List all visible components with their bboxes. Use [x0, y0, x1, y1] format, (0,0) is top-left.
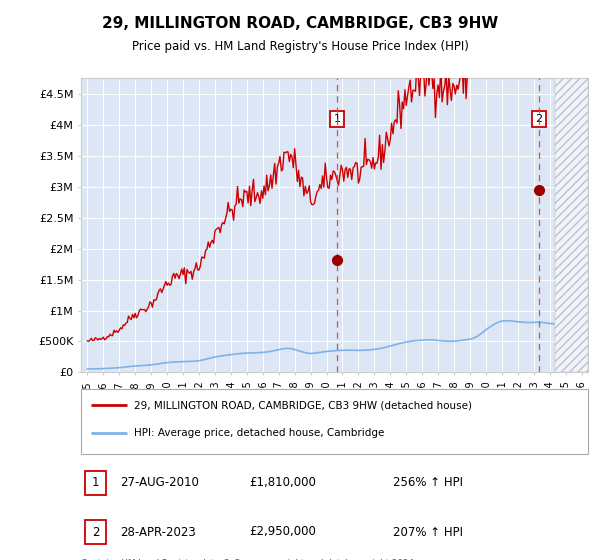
Text: 1: 1 [334, 114, 340, 124]
Bar [554, 78, 588, 372]
Text: HPI: Average price, detached house, Cambridge: HPI: Average price, detached house, Camb… [134, 428, 385, 438]
Text: Price paid vs. HM Land Registry's House Price Index (HPI): Price paid vs. HM Land Registry's House … [131, 40, 469, 53]
Text: £1,810,000: £1,810,000 [249, 476, 316, 489]
Text: 27-AUG-2010: 27-AUG-2010 [120, 476, 199, 489]
Text: 28-APR-2023: 28-APR-2023 [120, 525, 196, 539]
Text: 256% ↑ HPI: 256% ↑ HPI [393, 476, 463, 489]
Text: Contains HM Land Registry data © Crown copyright and database right 2024.
This d: Contains HM Land Registry data © Crown c… [81, 559, 416, 560]
Bar [554, 78, 588, 372]
Text: 29, MILLINGTON ROAD, CAMBRIDGE, CB3 9HW (detached house): 29, MILLINGTON ROAD, CAMBRIDGE, CB3 9HW … [134, 400, 472, 410]
Text: 2: 2 [535, 114, 542, 124]
Text: 1: 1 [92, 476, 99, 489]
Text: 2: 2 [92, 525, 99, 539]
Text: 29, MILLINGTON ROAD, CAMBRIDGE, CB3 9HW: 29, MILLINGTON ROAD, CAMBRIDGE, CB3 9HW [102, 16, 498, 31]
Text: 207% ↑ HPI: 207% ↑ HPI [393, 525, 463, 539]
Text: £2,950,000: £2,950,000 [249, 525, 316, 539]
